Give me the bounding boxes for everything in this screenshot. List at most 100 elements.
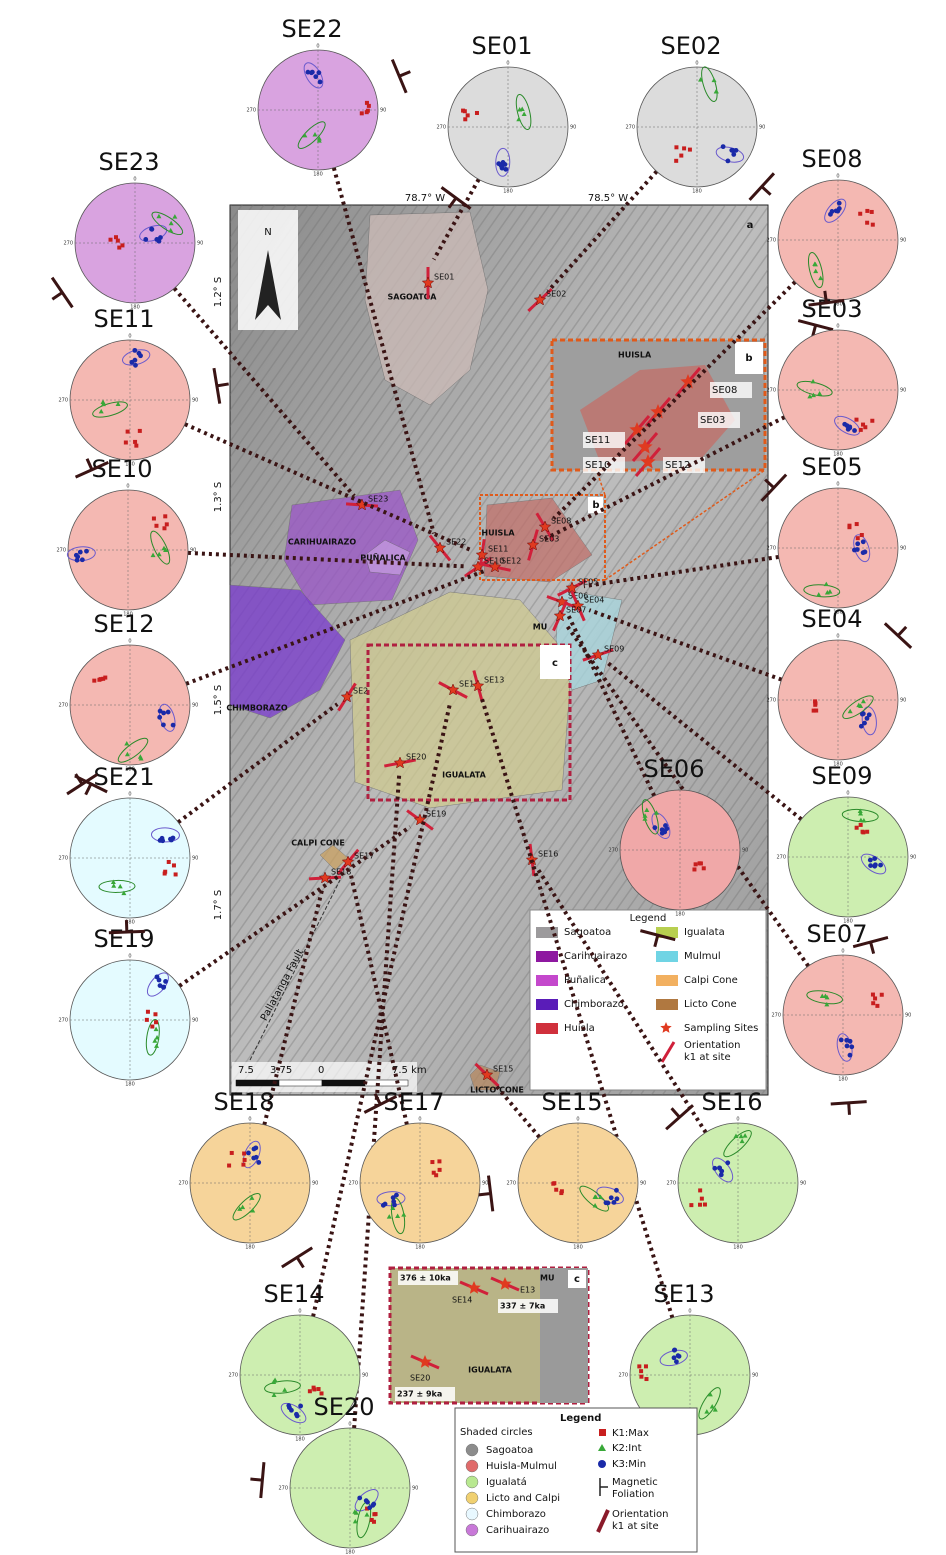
k1-point [124,441,128,445]
k1-point [317,1387,321,1391]
k3-point [828,212,833,217]
stereonet-tick: 180 [733,1245,743,1251]
k3-point [166,710,171,715]
k1-point [637,1364,641,1368]
site-label: SE16 [538,850,558,859]
legend-label: Licto Cone [684,999,737,1010]
legend-label: Foliation [612,1489,654,1500]
k3-point [731,152,736,157]
legend-label: Orientation [684,1040,740,1051]
site-label: SE03 [700,415,725,426]
site-label: SE2 [353,687,368,696]
stereonet-tick: 90 [640,1181,646,1187]
k3-point [75,558,80,563]
legend-swatch [466,1444,478,1456]
k3-point [306,70,311,75]
longitude-label: 78.7° W [405,193,445,204]
stereonet-tick: 0 [248,1117,251,1123]
site-label: SE12 [665,460,690,471]
k3-point [154,237,159,242]
k1-point [880,993,884,997]
stereonet-label: SE07 [807,920,868,948]
stereonet-tick: 0 [736,1117,739,1123]
stereonet-tick: 90 [900,238,906,244]
k1-point [859,823,863,827]
k1-point [698,1188,702,1192]
k3-point [859,724,864,729]
legend-swatch [466,1508,478,1520]
latitude-label: 1.7° S [213,890,224,920]
stereonet-tick: 180 [295,1437,305,1443]
stereonet-label: SE22 [282,15,343,43]
stereonet-label: SE19 [94,925,155,953]
k1-point [117,246,121,250]
k1-point [861,423,865,427]
k1-point [138,429,142,433]
k3-point [503,167,508,172]
stereonet-label: SE09 [812,762,873,790]
k3-point [171,723,176,728]
legend-label: Chimborazo [564,999,624,1010]
stereonet-tick: 270 [771,1013,781,1019]
stereonet-label: SE23 [99,148,160,176]
k3-point [672,1355,677,1360]
k1-point [682,146,686,150]
stereonet-label: SE05 [802,453,863,481]
foliation-symbol [666,1105,693,1129]
stereonet-tick: 90 [752,1373,758,1379]
k3-point [357,1496,362,1501]
k3-point [725,158,730,163]
k1-point [554,1188,558,1192]
stereonet-tick: 90 [380,108,386,114]
stereonet-tick: 270 [776,855,786,861]
k3-point [660,831,665,836]
k3-point [294,1412,299,1417]
k1-point [688,148,692,152]
stereonet-tick: 90 [192,1018,198,1024]
k3-point [371,1502,376,1507]
k3-point [872,856,877,861]
site-label: SE11 [488,545,508,554]
stereonet-tick: 0 [695,61,698,67]
foliation-symbol [831,1102,867,1115]
legend-title: Legend [630,913,667,924]
stereonet-tick: 180 [125,1082,135,1088]
k3-point [313,74,318,79]
k3-point [676,1353,681,1358]
site-label: SE09 [604,645,624,654]
site-label: SE20 [406,753,426,762]
stereonet-tick: 90 [759,125,765,131]
legend-swatch [536,951,558,962]
stereonet-tick: 90 [312,1181,318,1187]
k1-point [230,1151,234,1155]
k1-point [241,1163,245,1167]
stereonet-label: SE20 [314,1393,375,1421]
k1-point [126,430,130,434]
stereonet-tick: 0 [133,177,136,183]
stereonet-tick: 90 [900,546,906,552]
k3-point [163,979,168,984]
stereonet-tick: 0 [836,324,839,330]
legend-swatch [466,1476,478,1488]
k1-point [814,709,818,713]
k3-point [149,227,154,232]
stereonet-label: SE21 [94,763,155,791]
k3-point [712,1166,717,1171]
unit-label: PUÑALICA [360,553,406,563]
k3-point [848,1039,853,1044]
k1-point [154,1020,158,1024]
stereonet-label: SE11 [94,305,155,333]
k3-point [256,1160,261,1165]
foliation-symbol [214,368,229,404]
scale-label: 3.75 [270,1065,292,1076]
k3-point [132,348,137,353]
k1-point [145,1018,149,1022]
site-label: SE02 [546,290,566,299]
latitude-label: 1.3° S [213,482,224,512]
k1-point [163,872,167,876]
k1-point [870,210,874,214]
stereonet-tick: 0 [836,174,839,180]
site-label: SE08 [712,385,737,396]
k1-point [855,826,859,830]
stereonet-label: SE18 [214,1088,275,1116]
